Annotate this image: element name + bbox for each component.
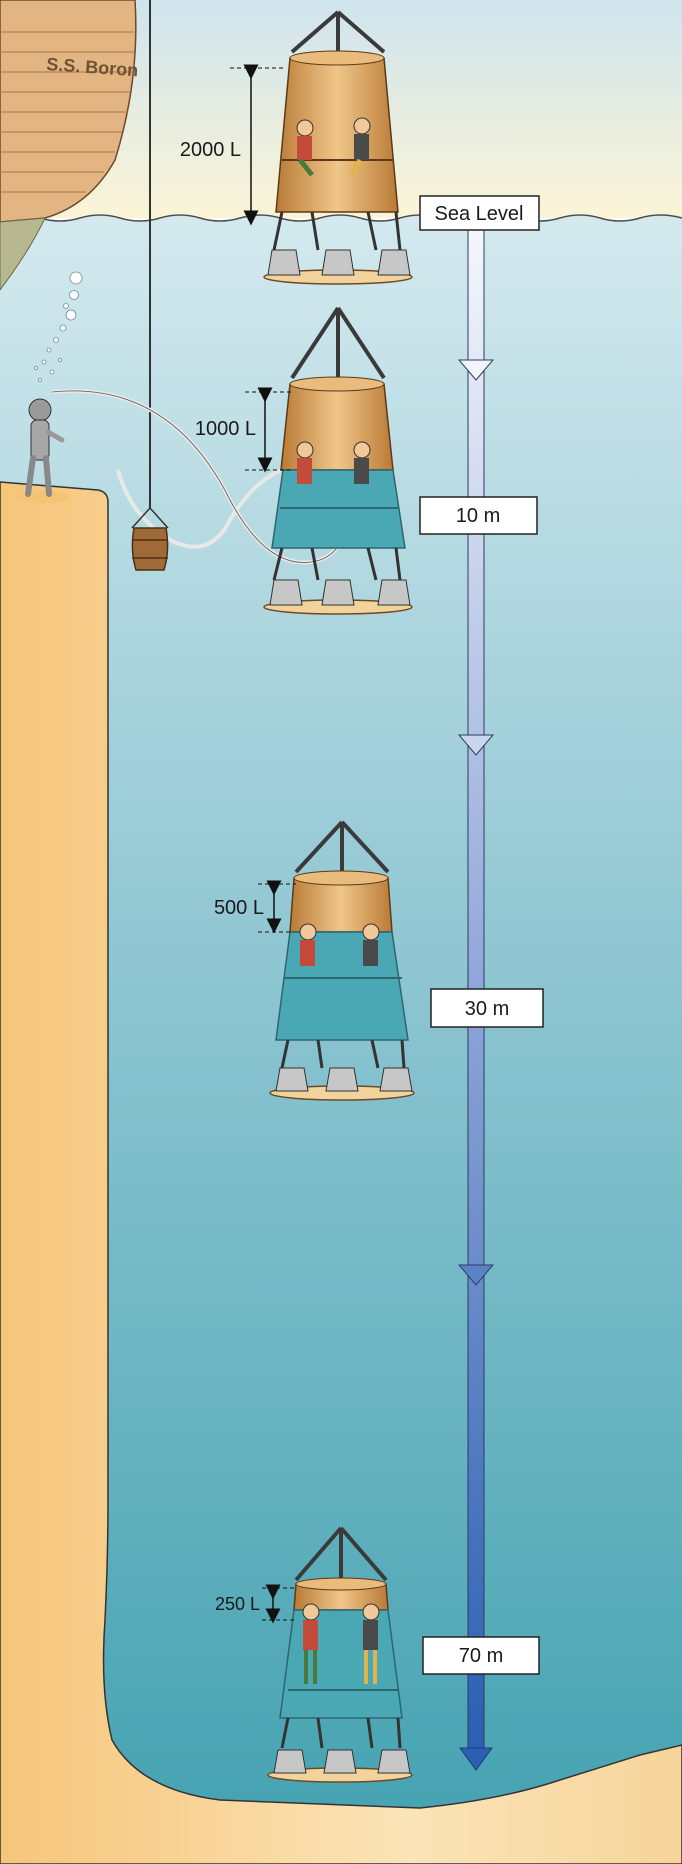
ship-hull: S.S. Boron <box>0 0 139 291</box>
arrow-chevron-2 <box>457 734 495 756</box>
seabed-cliff <box>0 481 682 1864</box>
air-volume-label: 250 L <box>215 1594 260 1614</box>
air-volume-label: 2000 L <box>180 139 241 161</box>
person-left <box>296 119 314 177</box>
sea-surface-line <box>0 214 682 222</box>
depth-label-70m: 70 m <box>422 1636 540 1675</box>
person-left <box>299 923 317 966</box>
svg-text:30 m: 30 m <box>465 998 509 1020</box>
depth-label-10m: 10 m <box>419 496 538 535</box>
diving-bell-10m: 1000 L <box>195 306 413 615</box>
person-right <box>353 441 371 484</box>
diving-bell-sea-level: 2000 L <box>180 10 413 285</box>
bubbles <box>34 271 83 382</box>
svg-text:10 m: 10 m <box>456 505 500 527</box>
person-right <box>362 1603 380 1684</box>
person-right <box>349 117 371 177</box>
diver <box>18 398 70 503</box>
air-volume-label: 500 L <box>214 897 264 919</box>
air-barrel <box>131 507 169 571</box>
diving-bell-70m: 250 L <box>215 1526 413 1783</box>
person-left <box>302 1603 320 1684</box>
diving-bell-30m: 500 L <box>214 820 415 1101</box>
svg-text:70 m: 70 m <box>459 1645 503 1667</box>
arrow-chevron-1 <box>457 359 495 381</box>
air-volume-label: 1000 L <box>195 418 256 440</box>
depth-label-30m: 30 m <box>430 988 544 1028</box>
arrow-chevron-3 <box>457 1264 495 1286</box>
svg-text:Sea Level: Sea Level <box>435 203 524 225</box>
person-right <box>362 923 380 966</box>
person-left <box>296 441 314 484</box>
depth-label-sea-level: Sea Level <box>419 195 540 231</box>
